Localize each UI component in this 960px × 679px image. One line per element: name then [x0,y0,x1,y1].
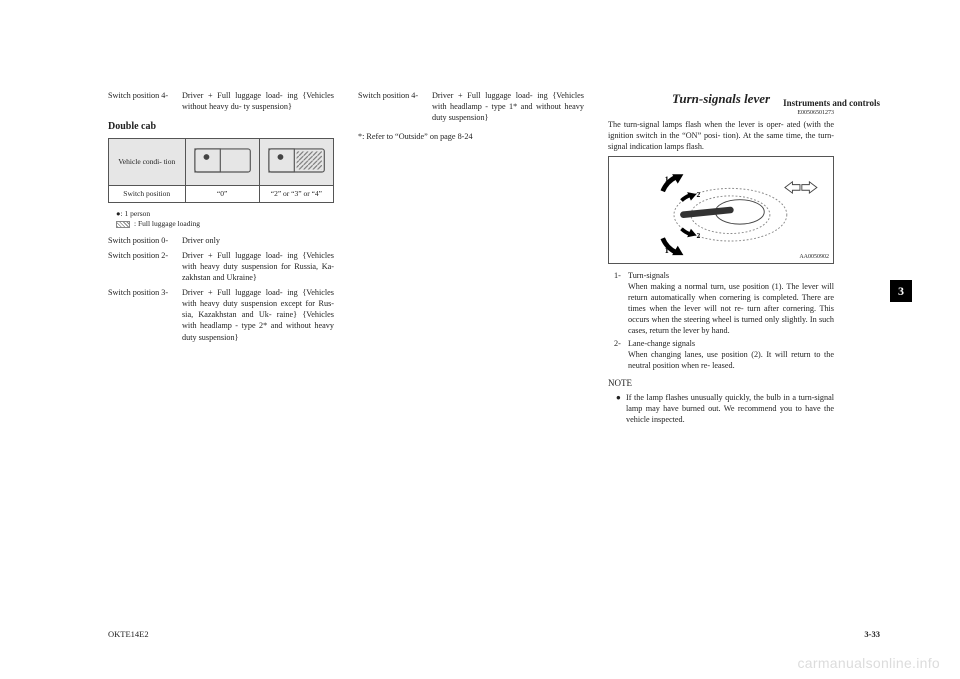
footer-left: OKTE14E2 [108,629,149,639]
turn-signals-svg: 1 1 2 2 [615,163,827,257]
sw3-label: Switch position 3- [108,287,182,342]
switch-position-4-top: Switch position 4- Driver + Full luggage… [108,90,334,112]
page-footer: OKTE14E2 3-33 [108,629,880,639]
item2-title: Lane-change signals [628,338,834,349]
svg-text:1: 1 [665,174,669,184]
sw4m-body: Driver + Full luggage load- ing {Vehicle… [432,90,584,123]
header-section: Instruments and controls [783,98,880,108]
svg-text:1: 1 [665,245,669,255]
item-2: 2- Lane-change signals When changing lan… [614,338,834,371]
turn-signals-intro: The turn-signal lamps flash when the lev… [608,119,834,152]
page-columns: Switch position 4- Driver + Full luggage… [108,90,880,427]
legend: ●: 1 person : Full luggage loading [116,209,334,229]
column-2: Switch position 4- Driver + Full luggage… [358,90,584,427]
item1-title: Turn-signals [628,270,834,281]
legend-dot: ●: 1 person [116,209,334,219]
table-r2c3: “2” or “3” or “4” [259,185,333,202]
vehicle-condition-table: Vehicle condi- tion [108,138,334,203]
eid-code: E00506501273 [608,109,834,117]
sw4m-label: Switch position 4- [358,90,432,123]
legend-hatch-row: : Full luggage loading [116,219,334,229]
item2-num: 2- [614,338,628,371]
footer-page-number: 3-33 [864,629,880,639]
car-icon-left [188,142,257,179]
car-icon-right [262,142,331,179]
sw4-body: Driver + Full luggage load- ing {Vehicle… [182,90,334,112]
watermark: carmanualsonline.info [798,655,941,671]
table-r2c2: “0” [185,185,259,202]
side-chapter-tab: 3 [890,280,912,302]
note-bullet: ● If the lamp flashes unusually quickly,… [616,392,834,425]
note-title: NOTE [608,377,834,389]
table-r2c1: Switch position [109,185,186,202]
table-r1c2 [185,138,259,185]
figure-code: AA0050902 [799,253,829,261]
sw0-body: Driver only [182,235,334,246]
item2-body: When changing lanes, use position (2). I… [628,349,834,371]
table-r1c1: Vehicle condi- tion [109,138,186,185]
outside-ref: *: Refer to “Outside” on page 8-24 [358,131,584,142]
switch-position-2: Switch position 2- Driver + Full luggage… [108,250,334,283]
item1-body: When making a normal turn, use position … [628,281,834,336]
svg-text:2: 2 [697,231,701,240]
sw0-label: Switch position 0- [108,235,182,246]
sw4-label: Switch position 4- [108,90,182,112]
svg-text:2: 2 [697,190,701,199]
column-3: Turn-signals lever E00506501273 The turn… [608,90,834,427]
sw2-body: Driver + Full luggage load- ing {Vehicle… [182,250,334,283]
switch-position-0: Switch position 0- Driver only [108,235,334,246]
item-1: 1- Turn-signals When making a normal tur… [614,270,834,336]
table-r1c3 [259,138,333,185]
hatch-swatch [116,221,130,228]
numbered-list: 1- Turn-signals When making a normal tur… [614,270,834,372]
bullet-dot: ● [616,392,626,425]
note-body: If the lamp flashes unusually quickly, t… [626,392,834,425]
switch-position-4-mid: Switch position 4- Driver + Full luggage… [358,90,584,123]
legend-hatch: : Full luggage loading [134,219,200,228]
switch-position-3: Switch position 3- Driver + Full luggage… [108,287,334,342]
turn-signals-figure: 1 1 2 2 AA0050902 [608,156,834,264]
sw3-body: Driver + Full luggage load- ing {Vehicle… [182,287,334,342]
double-cab-title: Double cab [108,120,334,134]
sw2-label: Switch position 2- [108,250,182,283]
column-1: Switch position 4- Driver + Full luggage… [108,90,334,427]
item1-num: 1- [614,270,628,336]
